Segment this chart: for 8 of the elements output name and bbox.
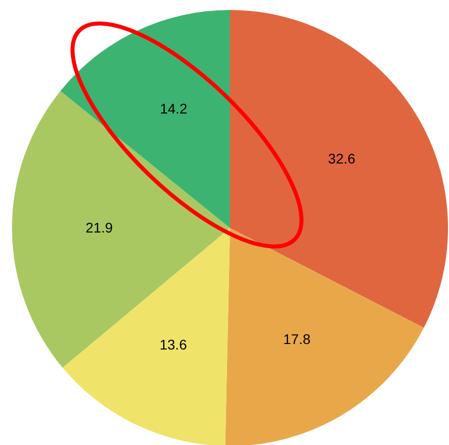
data-label: 14.2	[160, 100, 188, 117]
pie-slice	[12, 91, 230, 368]
data-label: 21.9	[86, 220, 114, 236]
data-label: 17.8	[283, 331, 311, 348]
pie-slice	[225, 228, 424, 445]
data-label: 13.6	[160, 336, 188, 353]
pie-slice	[230, 10, 448, 328]
data-label: 32.6	[328, 150, 356, 167]
